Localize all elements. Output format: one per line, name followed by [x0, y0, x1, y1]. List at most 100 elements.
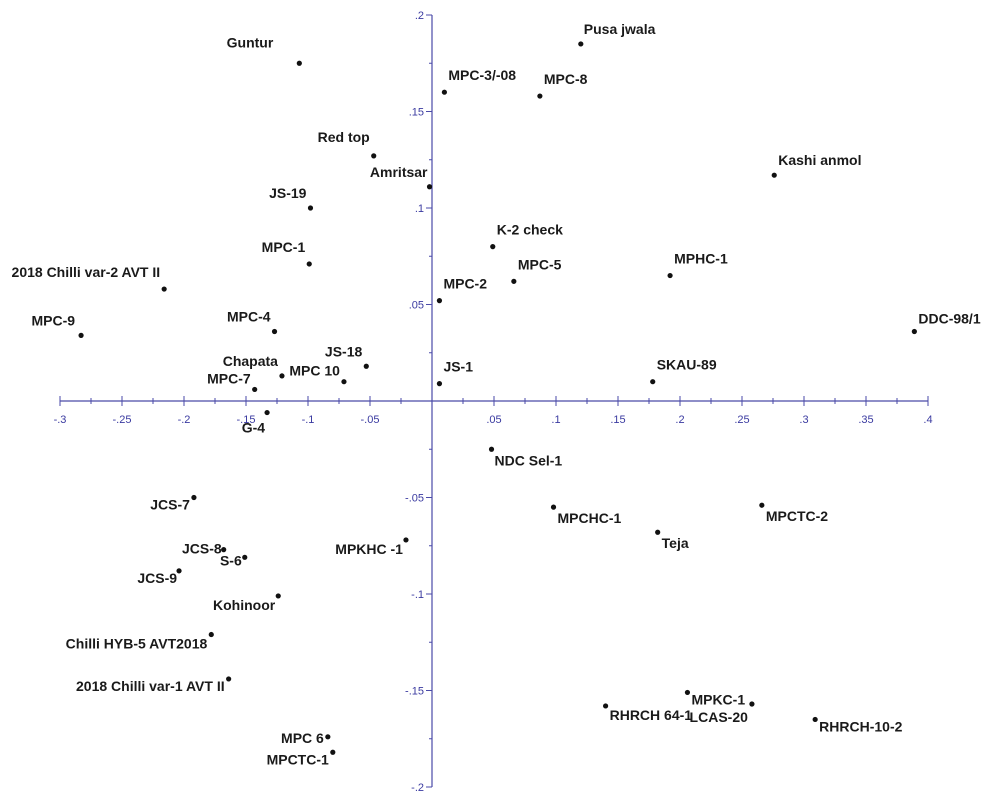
data-point — [550, 504, 557, 510]
point-label: RHRCH 64-1 — [610, 707, 693, 723]
point-label: MPCHC-1 — [558, 510, 622, 526]
point-label: MPCTC-1 — [267, 751, 329, 767]
point-label: Pusa jwala — [584, 21, 656, 37]
point-label: Kohinoor — [213, 597, 276, 613]
point-label: JS-1 — [443, 359, 473, 375]
x-tick-label: -.15 — [237, 414, 256, 426]
data-points: Pusa jwala Guntur MPC-3/-08 MPC-8 Red top Amr… — [12, 21, 981, 767]
data-point — [812, 716, 818, 723]
data-point — [226, 676, 232, 682]
data-point — [279, 373, 285, 379]
point-label: RHRCH-10-2 — [819, 718, 902, 734]
x-tick-label: .2 — [675, 414, 684, 426]
point-label: MPC-9 — [32, 312, 76, 328]
data-point — [511, 278, 517, 284]
data-point — [264, 409, 270, 416]
x-tick-label: .3 — [799, 414, 808, 426]
point-label: Red top — [318, 129, 370, 145]
ticks: -.3 -.25 -.2 -.15 -.1 -.05 .05 .1 .15 .2 .25 .3 .35.… — [54, 10, 933, 794]
y-tick-label: .1 — [415, 203, 424, 215]
y-tick-label: .05 — [409, 300, 424, 312]
point-label: Chapata — [223, 353, 278, 369]
data-point — [771, 172, 777, 178]
point-label: MPC-4 — [227, 309, 271, 325]
y-tick-label: -.1 — [411, 589, 424, 601]
point-label: JS-18 — [325, 343, 363, 359]
x-tick-label: -.3 — [54, 414, 67, 426]
data-point — [191, 494, 197, 501]
data-point — [650, 379, 656, 385]
y-tick-label: -.05 — [405, 493, 424, 505]
data-point — [208, 631, 214, 638]
data-point — [749, 701, 755, 707]
x-tick-label: .05 — [486, 414, 501, 426]
point-label: DDC-98/1 — [918, 311, 980, 327]
point-label: MPC-8 — [544, 71, 588, 87]
data-point — [488, 446, 495, 452]
point-label: 2018 Chilli var-1 AVT II — [76, 678, 225, 694]
data-point — [603, 703, 609, 709]
point-label: Kashi anmol — [778, 152, 861, 168]
data-point — [252, 386, 258, 393]
data-point — [341, 379, 347, 385]
data-point — [911, 328, 917, 335]
point-label: 2018 Chilli var-2 AVT II — [12, 264, 161, 280]
data-point — [426, 184, 433, 190]
y-tick-label: -.15 — [405, 686, 424, 698]
point-label: MPC 6 — [281, 730, 324, 746]
point-label: SKAU-89 — [657, 357, 717, 373]
point-label: NDC Sel-1 — [495, 452, 563, 468]
point-label: MPKHC -1 — [335, 541, 403, 557]
data-point — [684, 689, 691, 696]
data-point — [436, 381, 443, 387]
x-tick-label: .1 — [551, 414, 560, 426]
data-point — [578, 41, 584, 47]
data-point — [221, 547, 227, 553]
point-label: MPC-1 — [262, 239, 306, 255]
data-point — [242, 554, 248, 560]
point-label: K-2 check — [497, 222, 563, 238]
y-tick-label: .2 — [415, 10, 424, 22]
data-point — [759, 502, 765, 508]
point-label: MPC-3/-08 — [448, 67, 516, 83]
data-point — [325, 734, 331, 740]
data-point — [436, 298, 443, 304]
data-point — [307, 205, 314, 211]
point-label: MPC 10 — [289, 363, 340, 379]
point-label: MPKC-1 — [691, 691, 745, 707]
x-tick-label: .15 — [610, 414, 625, 426]
point-label: JCS-8 — [182, 541, 222, 557]
data-point — [441, 89, 447, 95]
point-label: Amritsar — [370, 164, 428, 180]
data-point — [161, 286, 167, 292]
data-point — [667, 272, 673, 279]
point-label: MPCTC-2 — [766, 508, 828, 524]
x-tick-label: -.25 — [113, 414, 132, 426]
data-point — [490, 244, 496, 250]
x-tick-label: -.1 — [302, 414, 315, 426]
data-point — [271, 328, 278, 335]
data-point — [363, 363, 369, 369]
point-label: JS-19 — [269, 185, 307, 201]
point-label: Guntur — [227, 34, 274, 50]
x-tick-label: .35 — [858, 414, 873, 426]
x-tick-label: .25 — [734, 414, 749, 426]
x-tick-label: -.2 — [178, 414, 191, 426]
y-tick-label: .15 — [409, 107, 424, 119]
data-point — [306, 261, 312, 267]
point-label: JCS-7 — [150, 497, 190, 513]
point-label: Chilli HYB-5 AVT2018 — [66, 636, 208, 652]
point-label: Teja — [662, 535, 689, 551]
point-label: MPC-7 — [207, 370, 251, 386]
data-point — [275, 593, 281, 599]
point-label: JCS-9 — [137, 570, 177, 586]
data-point — [330, 749, 336, 755]
point-label: LCAS-20 — [690, 709, 749, 725]
point-label: MPC-5 — [518, 256, 562, 272]
data-point — [296, 60, 302, 66]
point-label: G-4 — [242, 420, 266, 436]
point-label: MPC-2 — [443, 276, 487, 292]
point-label: S-6 — [220, 552, 242, 568]
data-point — [176, 568, 182, 574]
